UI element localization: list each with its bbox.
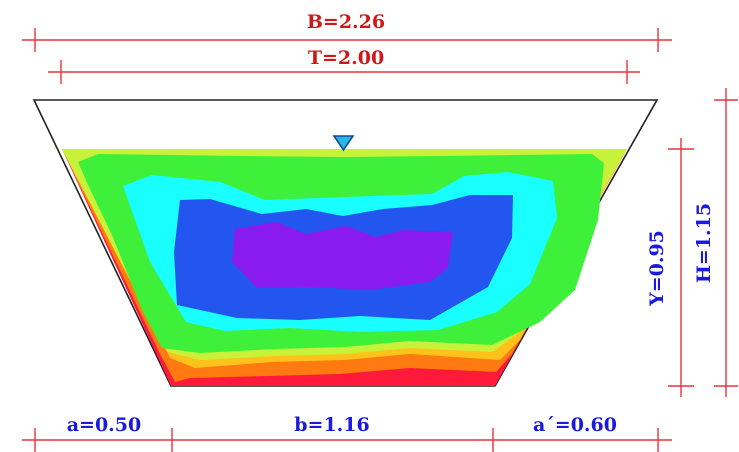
- dim-label-top-width: B=2.26: [307, 11, 385, 33]
- dim-label-height: H=1.15: [693, 203, 715, 283]
- dim-label-depth: Y=0.95: [646, 230, 668, 307]
- dim-label-left-slope: a=0.50: [67, 414, 142, 436]
- dimension-lines: [22, 28, 738, 452]
- contour-band-violet: [232, 222, 453, 290]
- dim-label-right-slope: a´=0.60: [533, 414, 617, 436]
- dim-label-bottom-width: b=1.16: [294, 414, 369, 436]
- velocity-contours: [62, 149, 627, 386]
- inverted-triangle-icon: [332, 135, 355, 152]
- dim-label-water-width: T=2.00: [308, 47, 384, 69]
